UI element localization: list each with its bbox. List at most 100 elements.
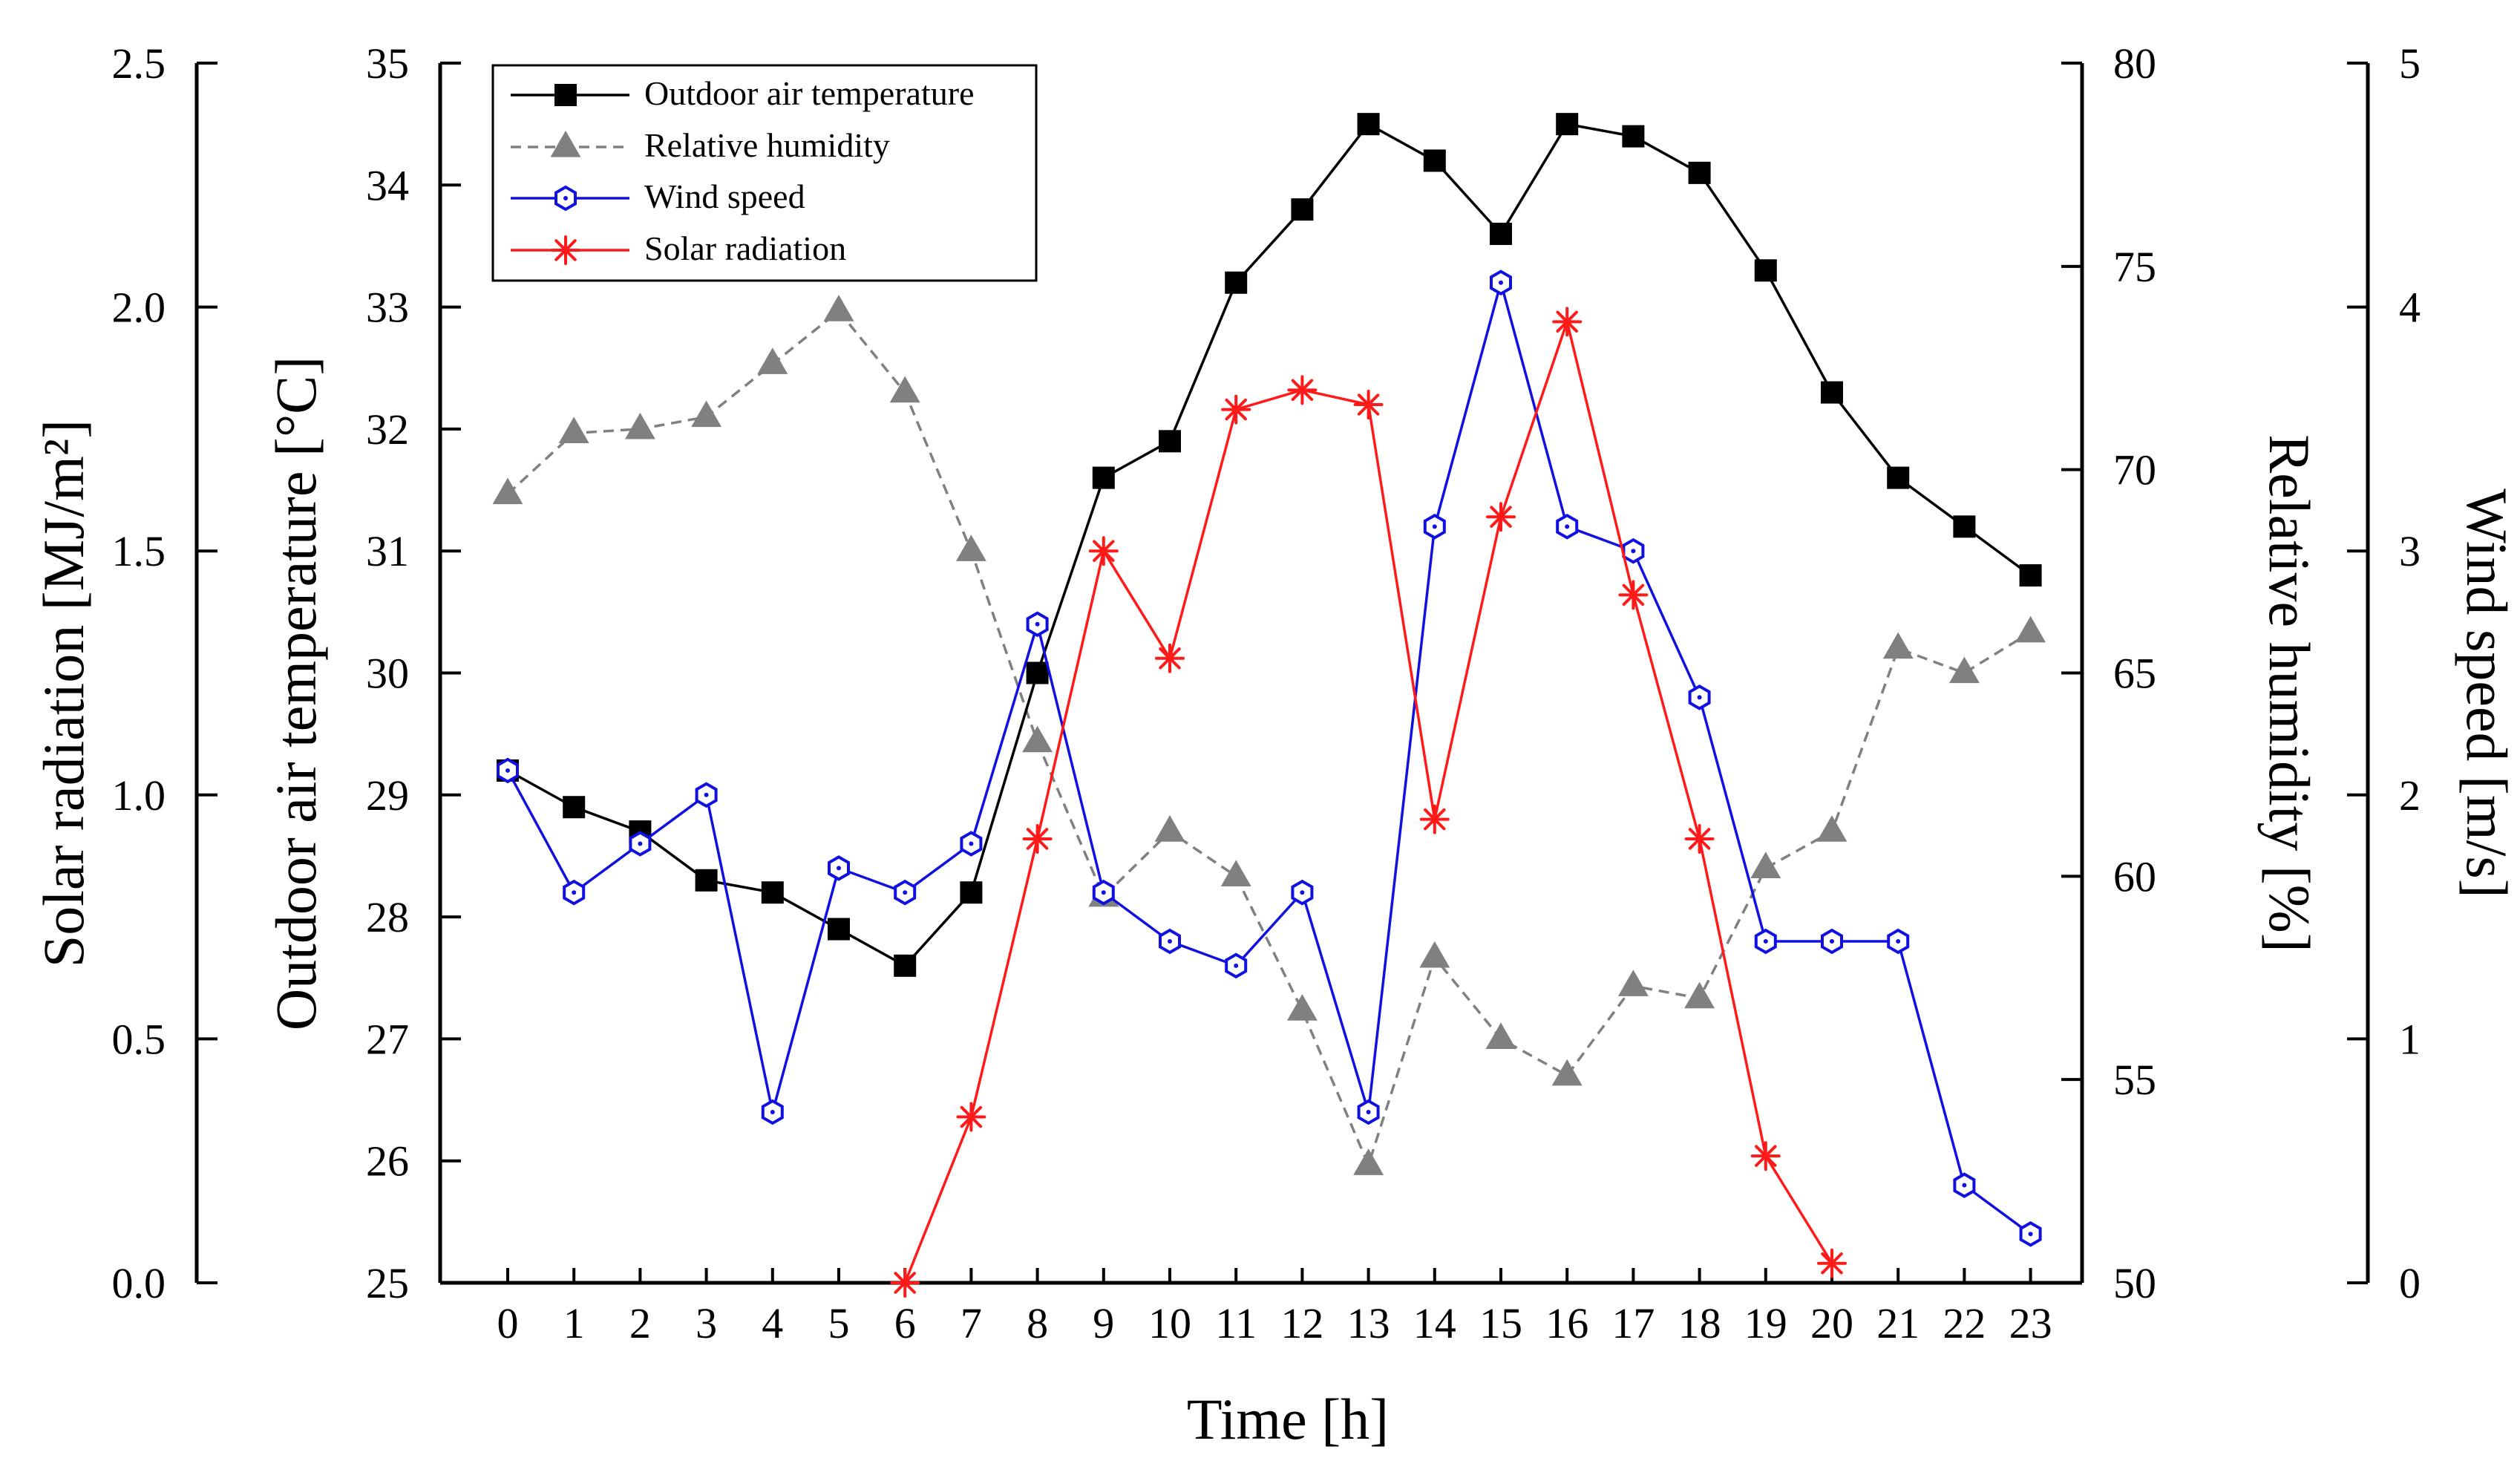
- data-point-solar: [1817, 1248, 1847, 1278]
- data-point-wind-dot: [638, 841, 643, 846]
- y-tick-label-rh: 60: [2113, 852, 2156, 900]
- data-point-solar: [1419, 804, 1450, 834]
- data-point-humidity: [1948, 656, 1980, 684]
- y-tick-label-wind: 4: [2399, 284, 2421, 332]
- data-point-wind-dot: [1896, 938, 1901, 944]
- data-point-solar: [1022, 823, 1053, 854]
- data-point-humidity: [955, 535, 986, 561]
- data-point-solar-stroke: [894, 1272, 916, 1294]
- data-point-temperature: [1291, 198, 1314, 221]
- y-tick-label-solar: 0.5: [112, 1015, 166, 1063]
- x-tick-label: 11: [1215, 1299, 1257, 1347]
- data-point-humidity: [1882, 632, 1914, 659]
- data-point-humidity: [492, 477, 523, 505]
- data-point-wind-dot: [505, 768, 510, 773]
- y-axis-title-humidity: Relative humidity [%]: [2257, 434, 2322, 952]
- data-point-humidity: [624, 412, 655, 439]
- data-point-temperature: [1821, 381, 1843, 404]
- y-tick-label-wind: 3: [2399, 527, 2421, 575]
- data-point-solar-stroke: [1026, 828, 1049, 850]
- y-axis-title-wind: Wind speed [m/s]: [2455, 488, 2519, 898]
- data-point-wind-dot: [1565, 524, 1570, 529]
- x-tick-label: 6: [894, 1299, 916, 1347]
- data-point-solar-stroke: [1357, 393, 1380, 416]
- data-point-temperature: [1026, 661, 1049, 684]
- data-point-solar: [1155, 643, 1185, 673]
- y-tick-label-solar: 0.0: [112, 1259, 166, 1307]
- legend-marker-solar: [551, 235, 580, 265]
- data-point-solar: [1088, 536, 1119, 566]
- data-point-humidity: [1353, 1148, 1384, 1175]
- data-point-humidity: [2015, 615, 2046, 643]
- data-point-temperature: [563, 796, 586, 819]
- legend-box: [491, 64, 1038, 282]
- legend-marker-wind-dot: [563, 196, 568, 200]
- y-tick-label-rh: 75: [2113, 243, 2156, 291]
- data-point-humidity: [1551, 1059, 1583, 1086]
- x-tick-label: 4: [762, 1299, 783, 1347]
- y-tick-label-temp: 25: [366, 1259, 409, 1307]
- data-point-humidity: [1022, 725, 1053, 753]
- data-point-solar-stroke: [1755, 1145, 1777, 1167]
- data-point-solar-stroke: [1093, 540, 1115, 562]
- axes-layer: 0 1 2 3 4 5 6 7 8 9 10 11 12 13 14 15 16 17 18 19 20 21 22 230.…: [112, 39, 2421, 1347]
- data-point-solar-stroke: [1159, 647, 1181, 670]
- series-temperature: [497, 113, 2042, 977]
- data-point-wind-dot: [1168, 938, 1172, 944]
- x-tick-label: 10: [1148, 1299, 1191, 1347]
- legend-label-temperature: Outdoor air temperature: [644, 74, 974, 112]
- data-point-humidity: [691, 400, 722, 428]
- data-point-wind-dot: [1234, 963, 1239, 968]
- data-point-temperature: [1953, 515, 1976, 538]
- data-point-humidity: [1750, 851, 1781, 879]
- series-line-humidity: [506, 309, 2032, 1169]
- data-point-temperature: [761, 881, 784, 904]
- x-tick-label: 17: [1611, 1299, 1655, 1347]
- y-tick-label-rh: 65: [2113, 650, 2156, 698]
- data-point-solar-stroke: [1424, 808, 1446, 831]
- y-tick-label-temp: 35: [366, 39, 409, 88]
- data-point-solar-stroke: [1821, 1252, 1843, 1275]
- data-point-temperature: [1688, 161, 1711, 184]
- data-point-solar: [890, 1268, 920, 1298]
- data-point-temperature: [828, 918, 850, 941]
- data-point-temperature: [2019, 564, 2042, 587]
- y-tick-label-temp: 30: [366, 650, 409, 698]
- data-point-wind-dot: [770, 1109, 775, 1114]
- y-tick-label-temp: 27: [366, 1015, 409, 1063]
- x-tick-label: 13: [1347, 1299, 1390, 1347]
- x-tick-label: 7: [960, 1299, 982, 1347]
- data-point-humidity: [889, 376, 920, 403]
- data-point-humidity: [1419, 941, 1450, 968]
- legend-marker-temperature: [554, 84, 577, 106]
- y-tick-label-solar: 2.0: [112, 284, 166, 332]
- data-point-wind-dot: [903, 890, 908, 895]
- data-point-solar-stroke: [960, 1105, 983, 1128]
- y-tick-label-rh: 55: [2113, 1056, 2156, 1104]
- y-axis-title-solar: Solar radiation [MJ/m²]: [31, 419, 96, 967]
- data-point-wind-dot: [704, 792, 709, 797]
- x-tick-label: 5: [828, 1299, 850, 1347]
- x-axis-title: Time [h]: [1187, 1387, 1389, 1451]
- y-tick-label-rh: 80: [2113, 39, 2156, 88]
- data-point-solar-stroke: [1225, 398, 1247, 421]
- data-point-solar: [1287, 375, 1318, 405]
- data-point-wind-dot: [572, 890, 577, 895]
- data-point-temperature: [1556, 113, 1579, 136]
- data-point-humidity: [823, 295, 854, 321]
- x-tick-label: 8: [1027, 1299, 1048, 1347]
- y-tick-label-wind: 0: [2399, 1259, 2421, 1307]
- data-point-temperature: [1887, 466, 1910, 489]
- x-tick-label: 16: [1545, 1299, 1588, 1347]
- series-humidity: [492, 295, 2046, 1175]
- data-point-solar: [1750, 1141, 1781, 1171]
- data-point-temperature: [1622, 125, 1645, 148]
- y-tick-label-wind: 1: [2399, 1015, 2421, 1063]
- data-point-temperature: [1754, 259, 1777, 282]
- y-tick-label-temp: 33: [366, 284, 409, 332]
- data-point-solar: [1618, 580, 1649, 610]
- data-point-solar: [1552, 307, 1583, 337]
- data-point-humidity: [1286, 994, 1318, 1021]
- data-point-solar-stroke: [1291, 379, 1314, 402]
- y-axis-title-temperature: Outdoor air temperature [°C]: [264, 356, 328, 1030]
